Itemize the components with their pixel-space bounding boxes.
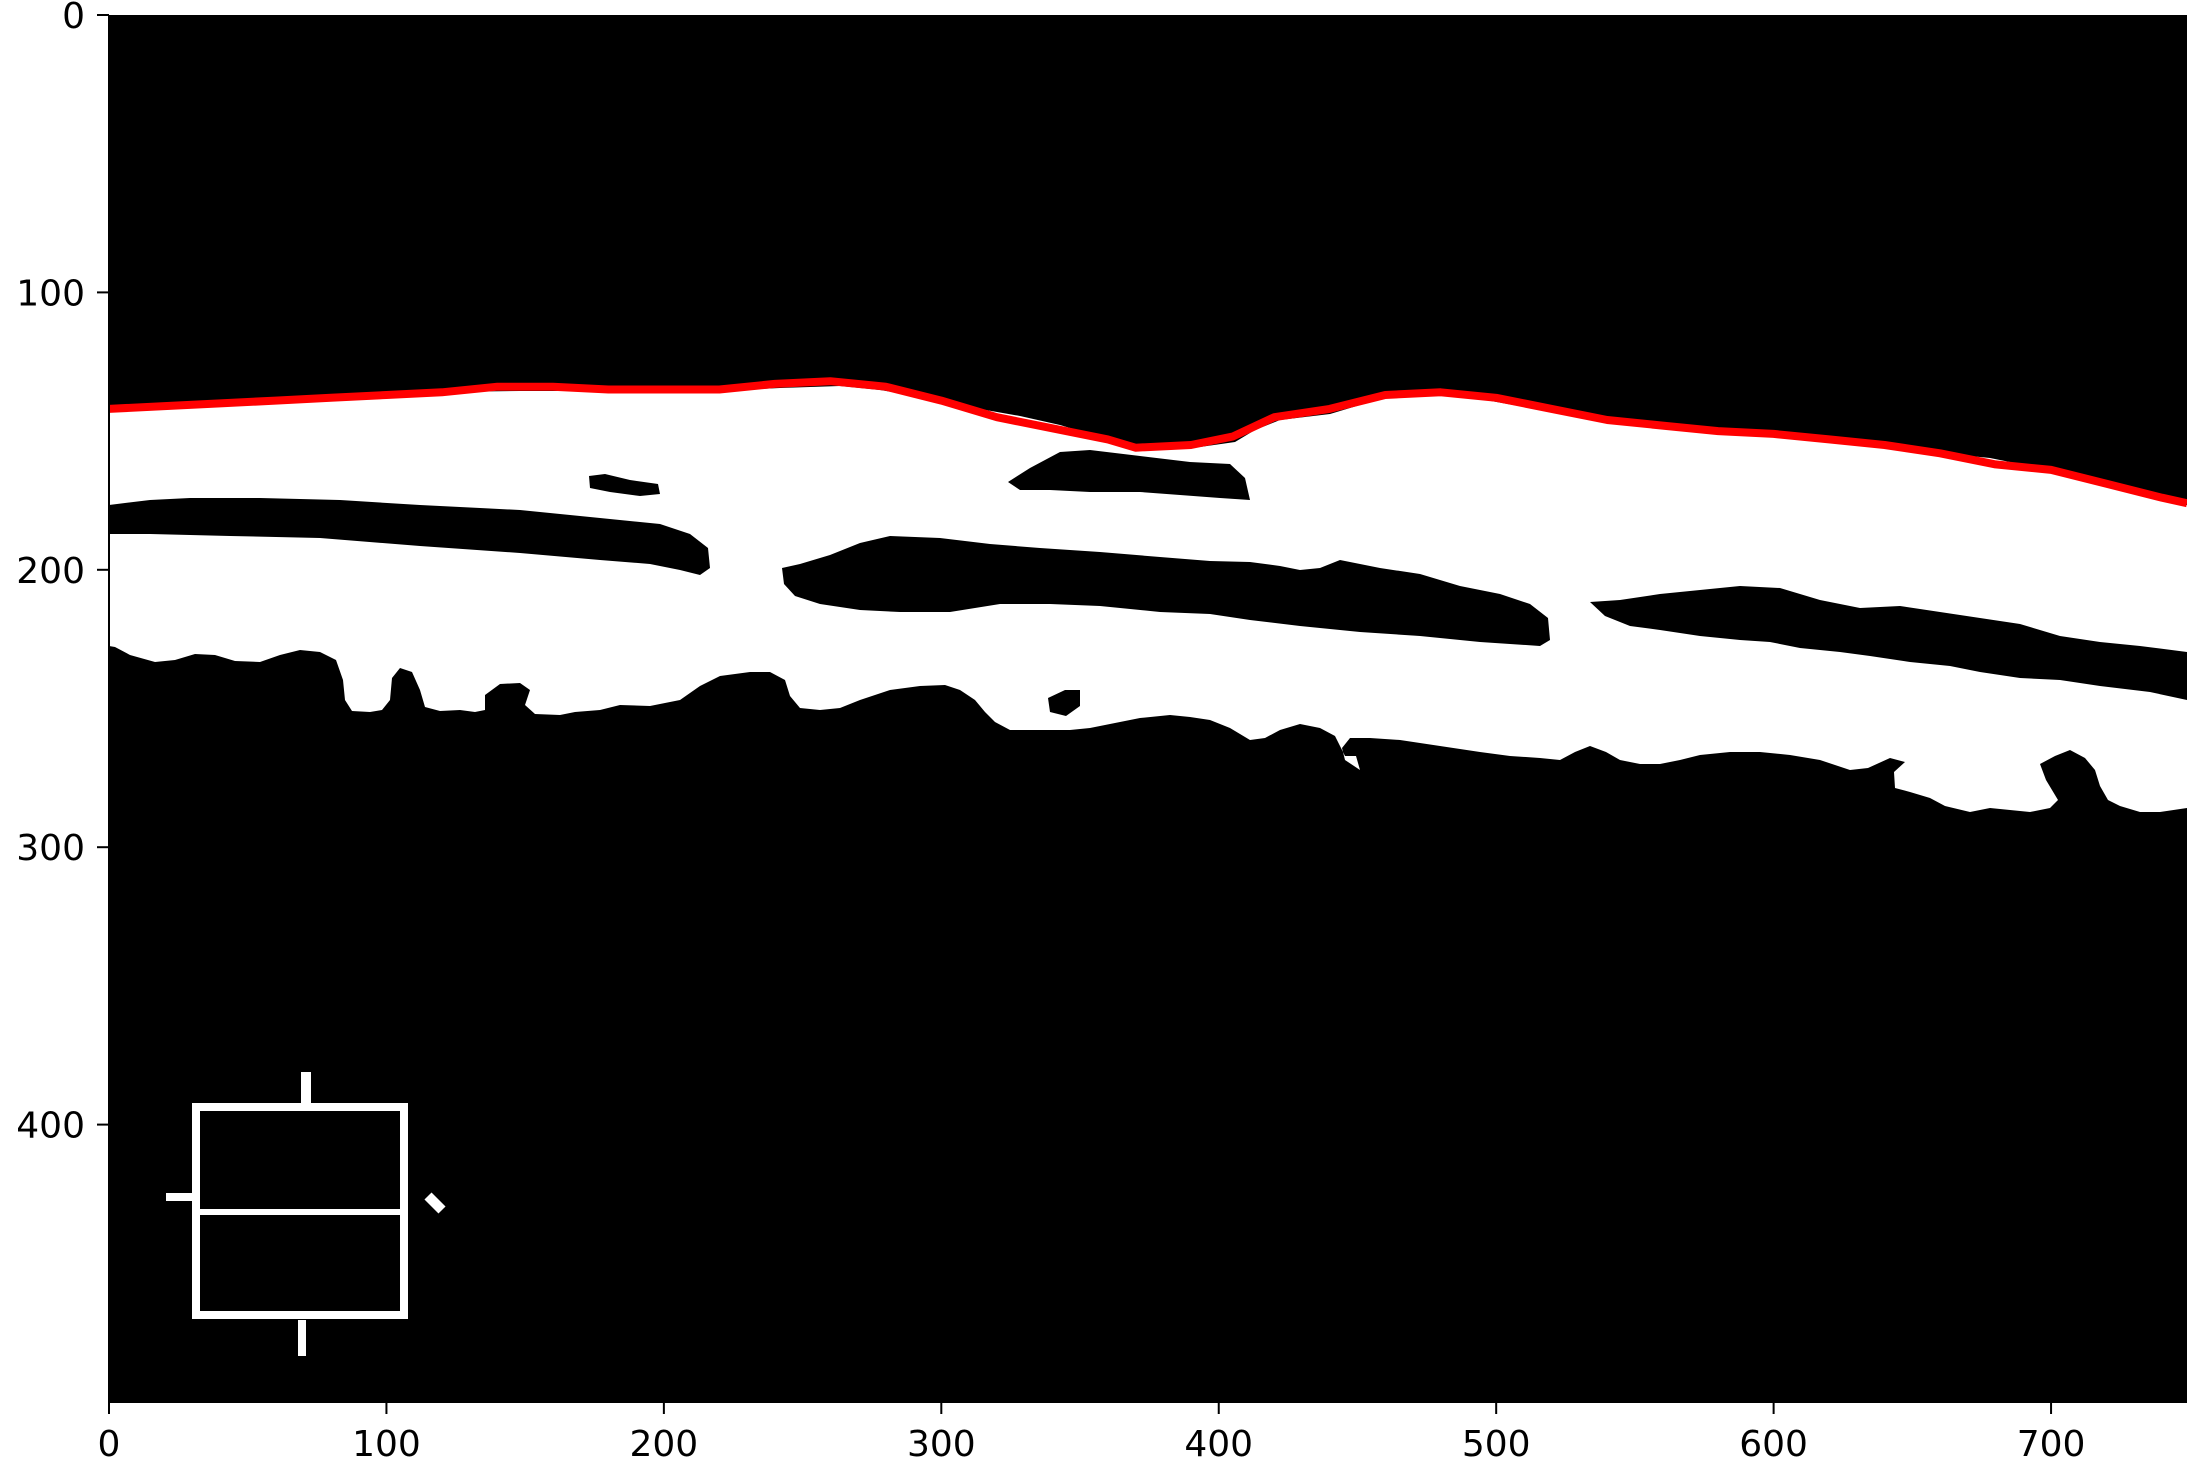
x-tick-label: 300 [907, 1424, 976, 1465]
x-axis-ticks: 0 100 200 300 400 500 600 700 [98, 1402, 2086, 1465]
mask-hole-5 [1590, 586, 2187, 700]
scale-marker [166, 1072, 446, 1356]
mask-hole-6 [1048, 690, 1080, 716]
axes-frame [108, 15, 2187, 1403]
contour-line [108, 377, 2187, 508]
y-tick-label: 0 [62, 0, 85, 37]
mask-hole-3 [1008, 450, 1250, 500]
mask-hole-4 [782, 536, 1550, 646]
x-tick-label: 200 [630, 1424, 699, 1465]
x-tick-label: 100 [352, 1424, 421, 1465]
y-tick-label: 200 [16, 551, 85, 592]
x-tick-label: 0 [98, 1424, 121, 1465]
y-tick-label: 100 [16, 273, 85, 314]
mask-hole-2 [589, 474, 660, 496]
y-axis-ticks: 0 100 200 300 400 [16, 0, 109, 1147]
x-tick-label: 400 [1184, 1424, 1253, 1465]
y-tick-label: 300 [16, 828, 85, 869]
mask-image [109, 15, 2187, 1402]
x-tick-label: 500 [1462, 1424, 1531, 1465]
x-tick-label: 600 [1739, 1424, 1808, 1465]
mask-hole-1 [109, 498, 710, 575]
x-tick-label: 700 [2017, 1424, 2086, 1465]
y-tick-label: 400 [16, 1106, 85, 1147]
